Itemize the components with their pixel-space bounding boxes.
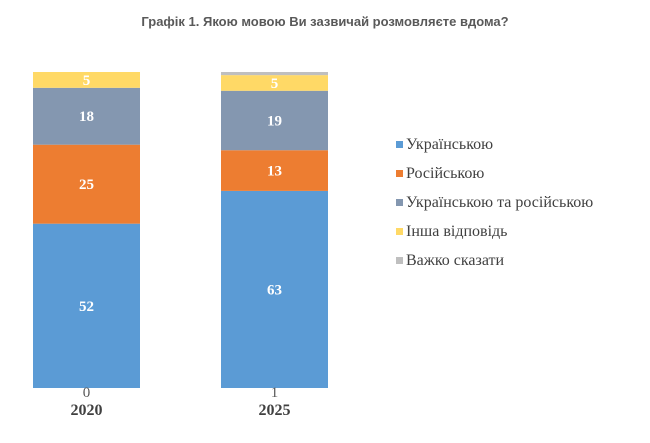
bar-segment (33, 223, 140, 388)
bar-segment (33, 72, 140, 88)
legend-swatch (396, 257, 403, 264)
category-label: 2025 (259, 402, 291, 419)
bar-segment (221, 190, 328, 388)
data-label: 52 (79, 299, 94, 315)
bar-segment (221, 90, 328, 151)
bar-segment (33, 87, 140, 145)
data-label: 25 (79, 177, 94, 193)
data-label: 63 (267, 282, 282, 298)
legend-label: Українською та російською (406, 194, 593, 211)
bar-segment (221, 72, 328, 76)
data-label: 5 (271, 76, 279, 92)
bar-segment (221, 75, 328, 91)
data-label: 0 (83, 385, 91, 401)
data-label: 19 (267, 113, 282, 129)
data-label: 18 (79, 109, 94, 125)
category-label: 2020 (71, 402, 103, 419)
bar-segment (221, 150, 328, 191)
legend-swatch (396, 199, 403, 206)
legend-swatch (396, 141, 403, 148)
legend-label: Інша відповідь (406, 223, 507, 240)
legend-label: Російською (406, 165, 484, 182)
data-label: 13 (267, 164, 282, 180)
data-label: 5 (83, 73, 91, 89)
legend-label: Важко сказати (406, 252, 505, 269)
data-label: 1 (271, 385, 279, 401)
bar-segment (33, 144, 140, 224)
legend-swatch (396, 228, 403, 235)
legend-label: Українською (406, 136, 493, 153)
chart-title: Графік 1. Якою мовою Ви зазвичай розмовл… (141, 14, 509, 29)
legend-swatch (396, 170, 403, 177)
